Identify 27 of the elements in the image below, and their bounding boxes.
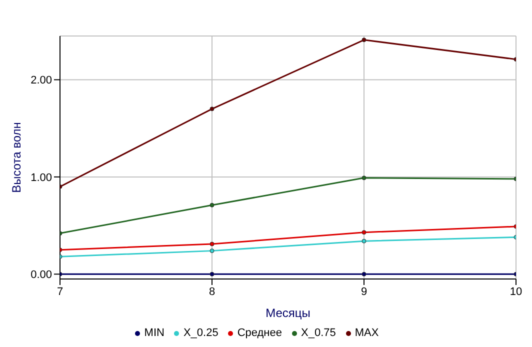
x-tick-label: 10: [510, 286, 522, 298]
point: [362, 238, 366, 244]
line-series: [60, 176, 516, 236]
point: [210, 248, 214, 254]
x-tick-label: 9: [360, 286, 368, 298]
legend-label: Среднее: [237, 327, 282, 339]
point: [210, 242, 214, 246]
y-axis-title: Высота волн: [9, 122, 24, 193]
point: [210, 272, 214, 276]
y-tick-label: 0.00: [30, 269, 52, 282]
x-tick-label: 8: [208, 286, 216, 298]
legend-label: MIN: [144, 327, 164, 339]
point: [362, 272, 366, 276]
line-series: [60, 224, 516, 252]
legend-label: X_0.25: [183, 327, 218, 339]
legend-label: X_0.75: [301, 327, 336, 339]
line-series: [60, 234, 516, 259]
point: [362, 230, 366, 235]
x-axis-title: Месяцы: [266, 306, 310, 320]
x-tick-label: 7: [56, 286, 64, 298]
point: [362, 176, 366, 180]
y-tick-label: 2.00: [30, 74, 52, 87]
point: [362, 38, 366, 42]
y-tick-label: 1.00: [30, 172, 52, 184]
point: [210, 106, 214, 112]
legend-label: MAX: [354, 327, 379, 339]
point: [210, 202, 214, 208]
